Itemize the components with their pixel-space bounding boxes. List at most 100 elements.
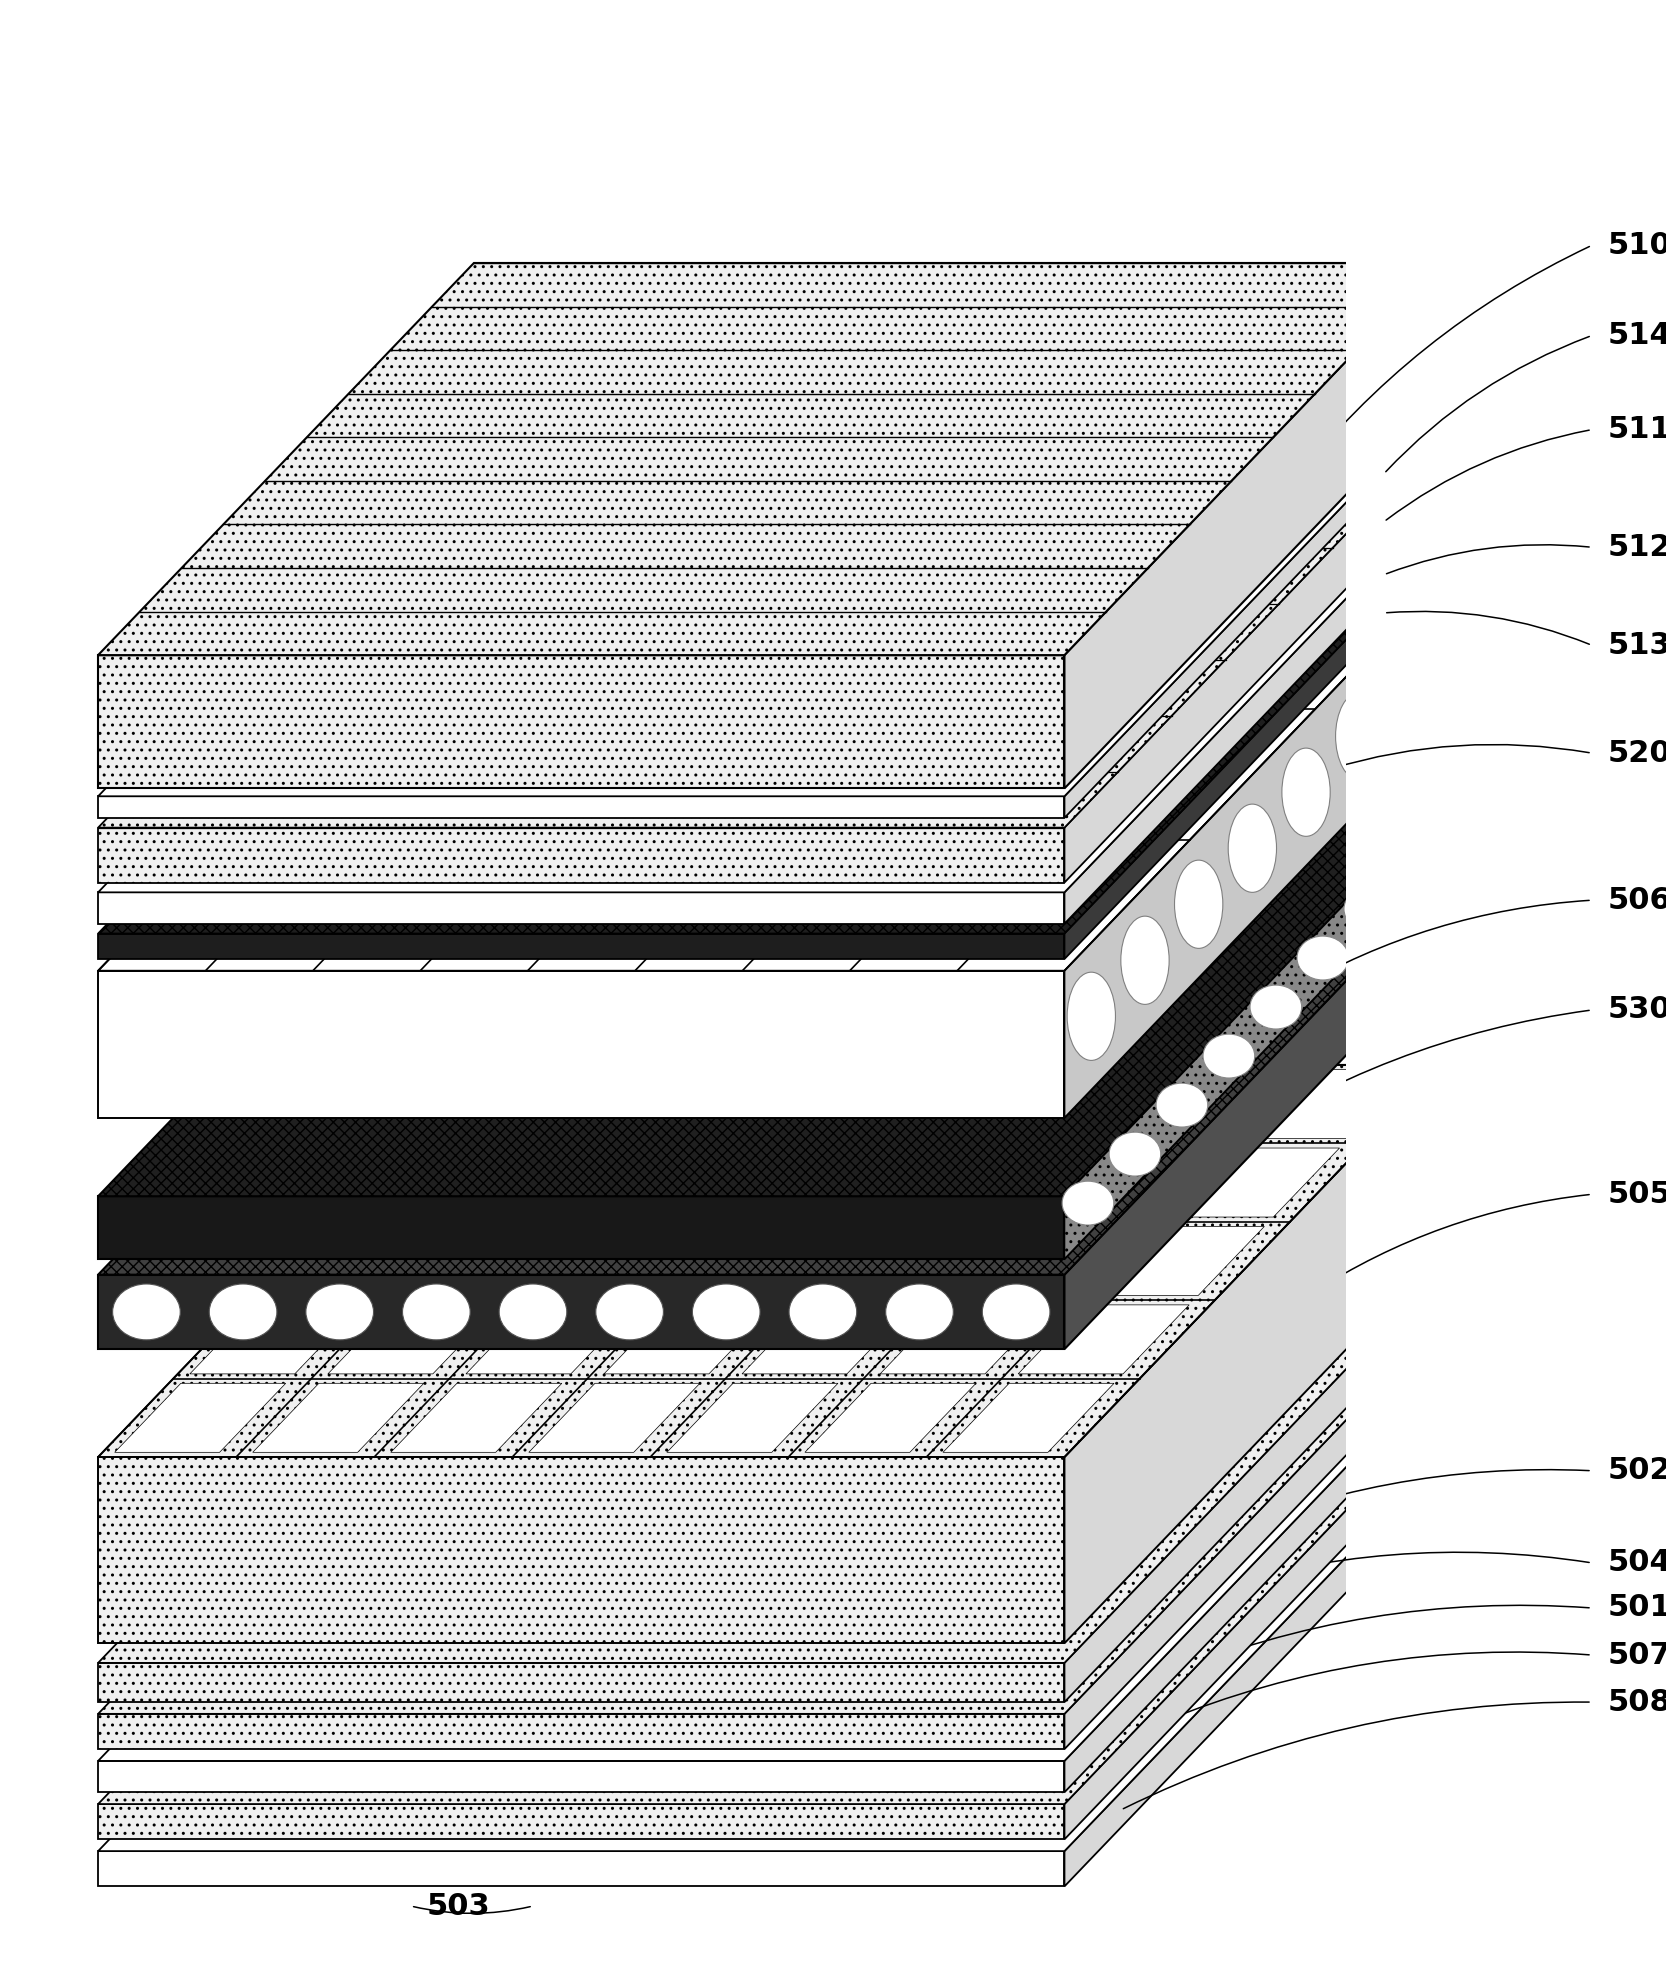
Ellipse shape: [307, 1284, 373, 1339]
Polygon shape: [1243, 1069, 1414, 1138]
Polygon shape: [968, 1069, 1138, 1138]
Polygon shape: [403, 1227, 575, 1296]
Polygon shape: [955, 1227, 1126, 1296]
Polygon shape: [98, 1804, 1065, 1839]
Polygon shape: [265, 1227, 436, 1296]
Polygon shape: [98, 1664, 1065, 1701]
Polygon shape: [1065, 264, 1441, 788]
Polygon shape: [98, 541, 1441, 933]
Ellipse shape: [1336, 691, 1384, 780]
Polygon shape: [541, 1227, 711, 1296]
Ellipse shape: [983, 1284, 1050, 1339]
Polygon shape: [1065, 541, 1441, 959]
Polygon shape: [98, 971, 1065, 1118]
Polygon shape: [98, 264, 1441, 656]
Polygon shape: [98, 500, 1441, 892]
Polygon shape: [1065, 435, 1441, 882]
Polygon shape: [1065, 404, 1441, 817]
Ellipse shape: [1156, 1083, 1208, 1126]
Polygon shape: [893, 1148, 1063, 1217]
Polygon shape: [880, 1305, 1051, 1374]
Ellipse shape: [1068, 973, 1116, 1061]
Text: 520: 520: [1608, 738, 1666, 768]
Polygon shape: [340, 1148, 511, 1217]
Ellipse shape: [113, 1284, 180, 1339]
Ellipse shape: [1228, 803, 1276, 892]
Polygon shape: [98, 1368, 1441, 1760]
Text: 514: 514: [1608, 321, 1666, 350]
Polygon shape: [98, 656, 1065, 788]
Ellipse shape: [500, 1284, 566, 1339]
Polygon shape: [115, 1384, 287, 1453]
Polygon shape: [98, 1065, 1441, 1457]
Text: 505: 505: [1608, 1179, 1666, 1209]
Ellipse shape: [1391, 839, 1443, 882]
Polygon shape: [943, 1384, 1115, 1453]
Polygon shape: [190, 1305, 362, 1374]
Text: 530: 530: [1608, 996, 1666, 1024]
Polygon shape: [98, 579, 1441, 971]
Ellipse shape: [1203, 1034, 1254, 1077]
Polygon shape: [98, 795, 1065, 817]
Polygon shape: [98, 1197, 1065, 1258]
Text: 506: 506: [1608, 886, 1666, 916]
Polygon shape: [253, 1384, 423, 1453]
Polygon shape: [553, 1069, 725, 1138]
Polygon shape: [691, 1069, 863, 1138]
Polygon shape: [1065, 1270, 1441, 1701]
Polygon shape: [98, 882, 1441, 1274]
Polygon shape: [1168, 1148, 1339, 1217]
Polygon shape: [1065, 579, 1441, 1118]
Ellipse shape: [1121, 916, 1170, 1004]
Polygon shape: [1065, 1368, 1441, 1792]
Polygon shape: [98, 1459, 1441, 1851]
Polygon shape: [1065, 579, 1441, 1118]
Polygon shape: [98, 1457, 1065, 1644]
Text: 501: 501: [1608, 1593, 1666, 1622]
Polygon shape: [1065, 1321, 1441, 1748]
Text: 507: 507: [1608, 1640, 1666, 1670]
Polygon shape: [1065, 803, 1441, 1258]
Ellipse shape: [1063, 1181, 1115, 1225]
Text: 513: 513: [1608, 630, 1666, 660]
Polygon shape: [1065, 500, 1441, 923]
Polygon shape: [1030, 1148, 1201, 1217]
Ellipse shape: [596, 1284, 663, 1339]
Polygon shape: [755, 1148, 925, 1217]
Polygon shape: [98, 1713, 1065, 1748]
Text: 510: 510: [1608, 230, 1666, 260]
Ellipse shape: [403, 1284, 470, 1339]
Polygon shape: [98, 435, 1441, 827]
Polygon shape: [1065, 1065, 1441, 1644]
Polygon shape: [98, 404, 1441, 795]
Ellipse shape: [1250, 984, 1301, 1030]
Ellipse shape: [1298, 935, 1349, 981]
Polygon shape: [98, 1321, 1441, 1713]
Polygon shape: [741, 1305, 913, 1374]
Polygon shape: [1065, 1459, 1441, 1886]
Polygon shape: [818, 1227, 988, 1296]
Polygon shape: [1065, 882, 1441, 1349]
Ellipse shape: [1110, 1132, 1161, 1175]
Polygon shape: [328, 1305, 498, 1374]
Ellipse shape: [1281, 748, 1329, 837]
Ellipse shape: [1175, 860, 1223, 949]
Polygon shape: [805, 1384, 976, 1453]
Polygon shape: [98, 1760, 1065, 1792]
Polygon shape: [98, 1412, 1441, 1804]
Polygon shape: [680, 1227, 850, 1296]
Text: 512: 512: [1608, 534, 1666, 561]
Ellipse shape: [886, 1284, 953, 1339]
Text: 504: 504: [1608, 1548, 1666, 1577]
Polygon shape: [98, 1274, 1065, 1349]
Text: 502: 502: [1608, 1457, 1666, 1485]
Text: 511: 511: [1608, 415, 1666, 445]
Polygon shape: [616, 1148, 788, 1217]
Ellipse shape: [790, 1284, 856, 1339]
Polygon shape: [1106, 1069, 1276, 1138]
Ellipse shape: [1389, 636, 1438, 725]
Polygon shape: [478, 1148, 650, 1217]
Polygon shape: [98, 1270, 1441, 1664]
Polygon shape: [98, 1851, 1065, 1886]
Text: 508: 508: [1608, 1687, 1666, 1717]
